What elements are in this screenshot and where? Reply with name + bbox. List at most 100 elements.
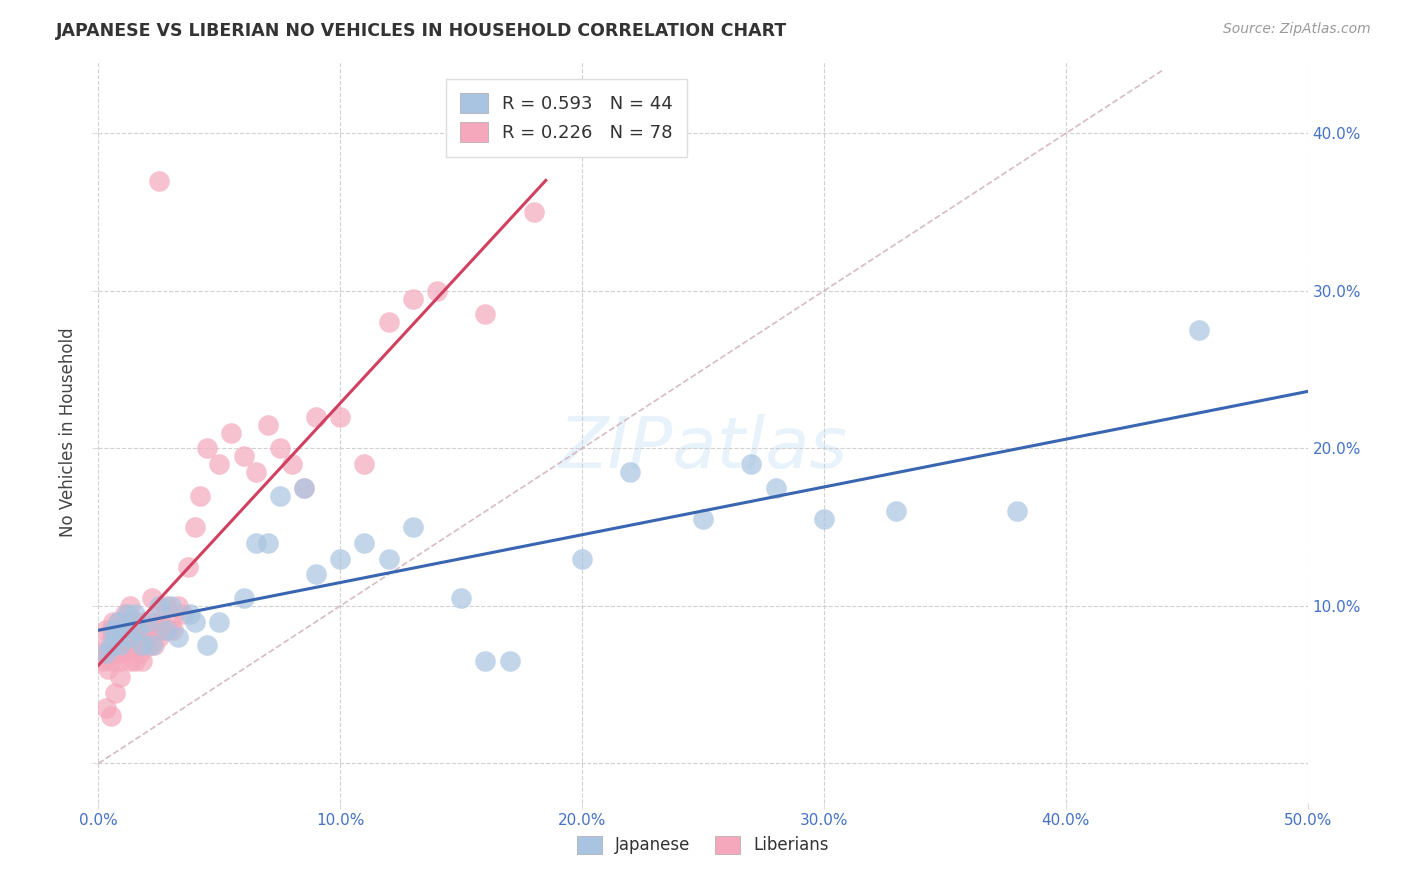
Point xyxy=(172,607,194,621)
Point xyxy=(353,457,375,471)
Point xyxy=(148,607,170,621)
Point xyxy=(108,631,131,645)
Point xyxy=(886,504,908,518)
Point xyxy=(402,292,425,306)
Point xyxy=(245,465,267,479)
Text: Source: ZipAtlas.com: Source: ZipAtlas.com xyxy=(1223,22,1371,37)
Point xyxy=(101,615,124,629)
Point xyxy=(108,638,131,652)
Point xyxy=(498,654,520,668)
Point xyxy=(221,425,243,440)
Point xyxy=(329,409,352,424)
Point xyxy=(108,670,131,684)
Y-axis label: No Vehicles in Household: No Vehicles in Household xyxy=(59,327,77,538)
Point xyxy=(135,615,157,629)
Point xyxy=(256,417,278,432)
Point xyxy=(155,599,177,613)
Point xyxy=(145,623,167,637)
Point xyxy=(141,591,163,605)
Point xyxy=(813,512,835,526)
Point xyxy=(245,536,267,550)
Point xyxy=(104,623,127,637)
Point xyxy=(426,284,449,298)
Legend: Japanese, Liberians: Japanese, Liberians xyxy=(569,829,837,861)
Point xyxy=(104,685,127,699)
Point xyxy=(121,638,143,652)
Point xyxy=(90,646,112,660)
Point xyxy=(474,308,496,322)
Point xyxy=(91,654,114,668)
Point xyxy=(104,646,127,660)
Point xyxy=(474,654,496,668)
Point xyxy=(402,520,425,534)
Point xyxy=(162,623,184,637)
Point xyxy=(131,638,153,652)
Point xyxy=(94,701,117,715)
Point xyxy=(94,638,117,652)
Point xyxy=(150,615,173,629)
Point xyxy=(135,631,157,645)
Point xyxy=(118,631,141,645)
Point xyxy=(118,654,141,668)
Point xyxy=(108,654,131,668)
Point xyxy=(281,457,304,471)
Point xyxy=(152,623,174,637)
Text: JAPANESE VS LIBERIAN NO VEHICLES IN HOUSEHOLD CORRELATION CHART: JAPANESE VS LIBERIAN NO VEHICLES IN HOUS… xyxy=(56,22,787,40)
Point xyxy=(184,520,207,534)
Point xyxy=(377,551,399,566)
Point xyxy=(269,442,291,456)
Point xyxy=(101,623,124,637)
Point xyxy=(160,615,183,629)
Point xyxy=(117,607,139,621)
Point xyxy=(188,489,211,503)
Point xyxy=(138,638,160,652)
Point xyxy=(118,638,141,652)
Point xyxy=(124,615,146,629)
Point xyxy=(232,591,254,605)
Point xyxy=(329,551,352,566)
Point xyxy=(117,623,139,637)
Point xyxy=(148,599,170,613)
Point xyxy=(127,623,149,637)
Point xyxy=(128,646,150,660)
Point xyxy=(155,623,177,637)
Point xyxy=(135,615,157,629)
Point xyxy=(184,615,207,629)
Point xyxy=(118,615,141,629)
Point xyxy=(571,551,593,566)
Point xyxy=(305,409,328,424)
Point xyxy=(100,709,122,723)
Point xyxy=(177,559,200,574)
Point xyxy=(114,607,136,621)
Point xyxy=(1188,323,1211,337)
Point xyxy=(114,631,136,645)
Point xyxy=(100,654,122,668)
Point xyxy=(104,631,127,645)
Point xyxy=(127,638,149,652)
Point xyxy=(141,623,163,637)
Point xyxy=(450,591,472,605)
Point xyxy=(111,623,134,637)
Point xyxy=(124,607,146,621)
Text: ZIPatlas: ZIPatlas xyxy=(558,414,848,483)
Point xyxy=(232,449,254,463)
Point xyxy=(107,615,129,629)
Point xyxy=(619,465,641,479)
Point xyxy=(148,631,170,645)
Point xyxy=(107,646,129,660)
Point xyxy=(117,646,139,660)
Point xyxy=(523,205,546,219)
Point xyxy=(148,173,170,187)
Point xyxy=(121,623,143,637)
Point xyxy=(107,615,129,629)
Point xyxy=(377,315,399,329)
Point xyxy=(111,615,134,629)
Point xyxy=(208,457,231,471)
Point xyxy=(353,536,375,550)
Point xyxy=(1007,504,1029,518)
Point xyxy=(167,599,190,613)
Point xyxy=(143,638,166,652)
Point xyxy=(305,567,328,582)
Point xyxy=(160,599,183,613)
Point xyxy=(97,662,120,676)
